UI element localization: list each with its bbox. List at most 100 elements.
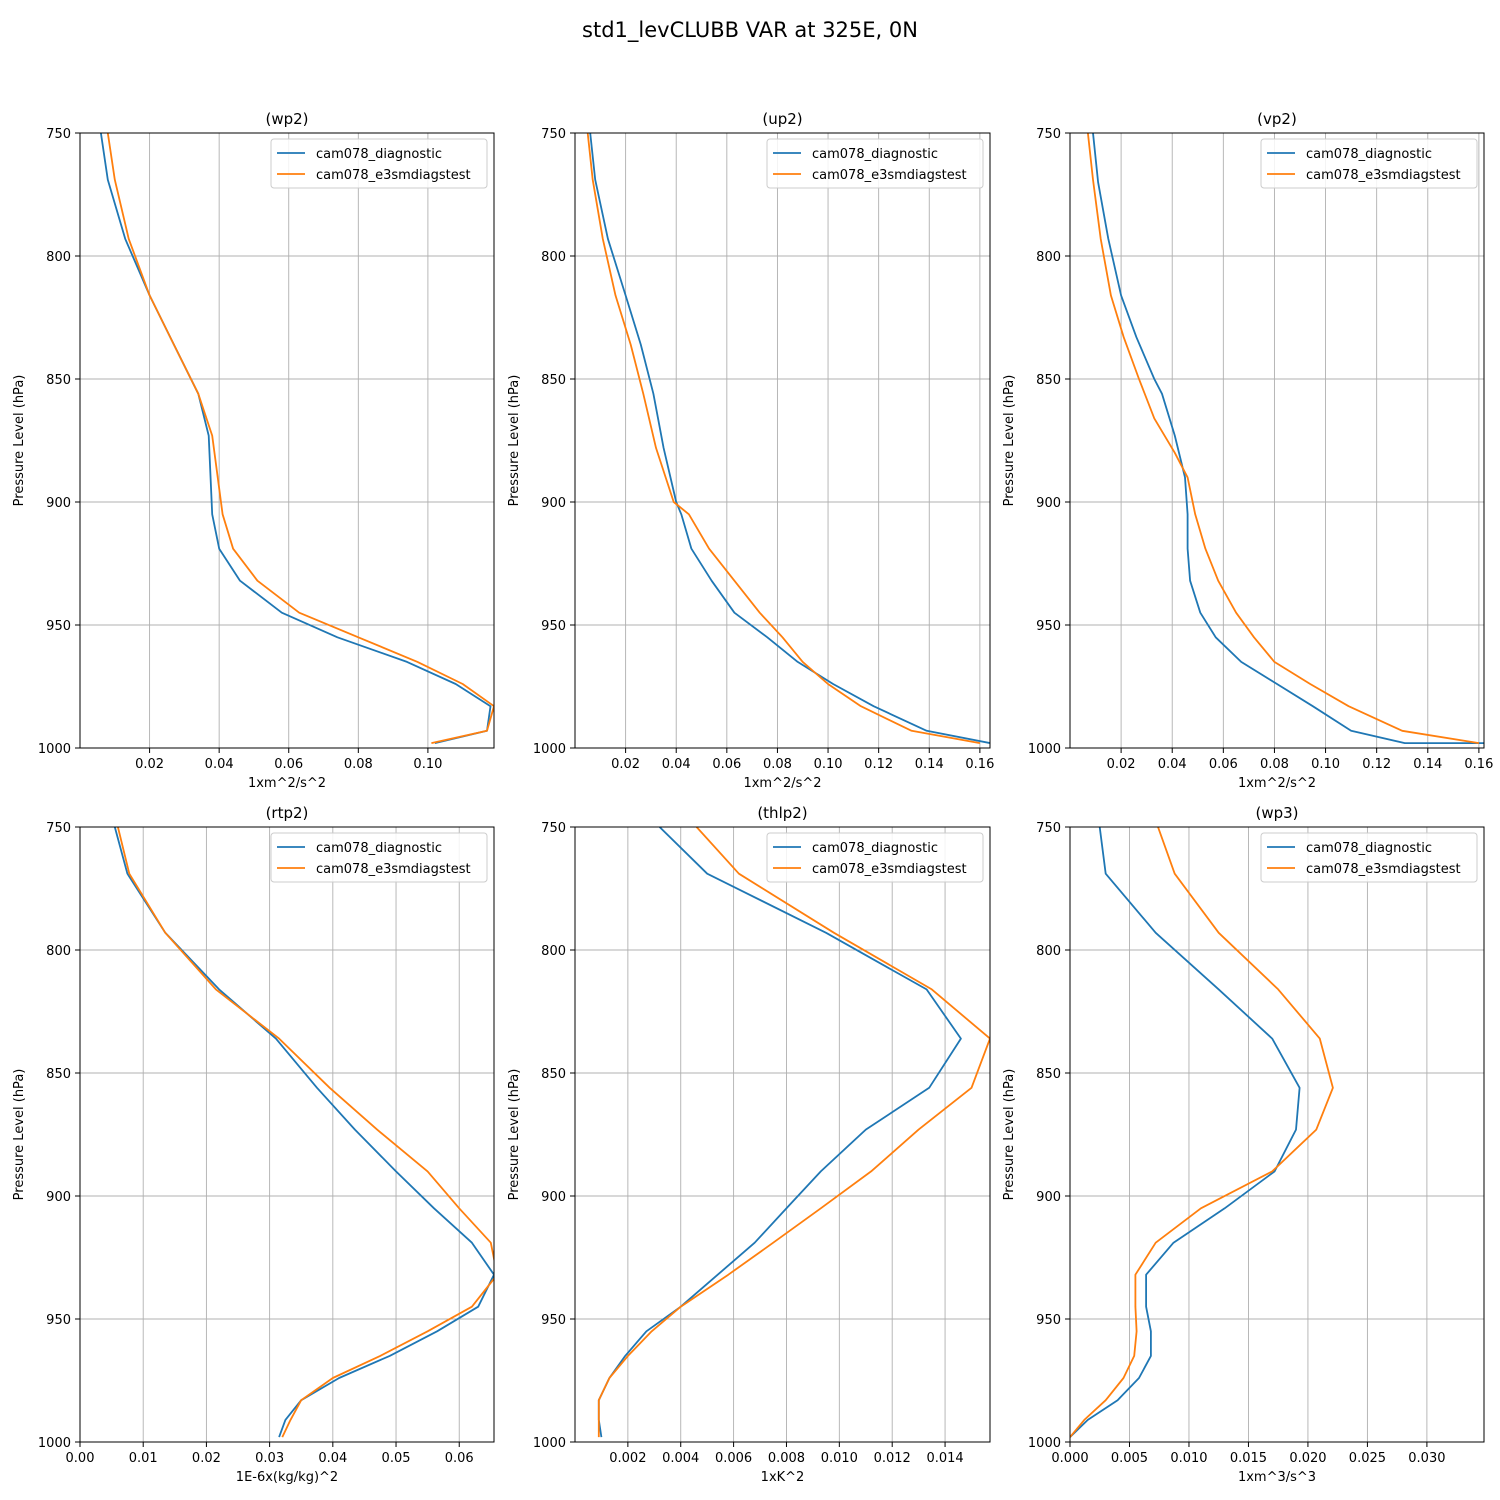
legend-label: cam078_diagnostic <box>812 841 938 856</box>
y-axis-label: Pressure Level (hPa) <box>507 375 522 507</box>
y-tick-label: 750 <box>541 127 566 142</box>
y-tick-label: 1000 <box>1028 742 1061 757</box>
y-tick-label: 1000 <box>533 742 566 757</box>
legend-label: cam078_e3smdiagstest <box>1306 168 1461 183</box>
x-tick-label: 0.005 <box>1111 1451 1148 1466</box>
x-axis-label: 1E-6x(kg/kg)^2 <box>236 1470 338 1485</box>
y-tick-label: 850 <box>1036 1067 1061 1082</box>
legend: cam078_diagnostic cam078_e3smdiagstest <box>270 832 488 883</box>
x-tick-label: 0.02 <box>1107 757 1136 772</box>
subplot-title: (wp3) <box>1255 804 1298 822</box>
x-tick-label: 0.06 <box>445 1451 474 1466</box>
legend-label: cam078_e3smdiagstest <box>1306 862 1461 877</box>
x-tick-label: 0.12 <box>1362 757 1391 772</box>
legend-box <box>270 832 488 883</box>
series-line-cam078_diagnostic <box>113 827 494 1438</box>
legend-label: cam078_diagnostic <box>316 841 442 856</box>
y-tick-label: 800 <box>541 944 566 959</box>
y-tick-label: 900 <box>541 496 566 511</box>
y-tick-label: 900 <box>541 1190 566 1205</box>
y-axis-label: Pressure Level (hPa) <box>507 1069 522 1201</box>
y-tick-label: 850 <box>1036 373 1061 388</box>
x-axis-label: 1xm^2/s^2 <box>248 776 326 791</box>
y-tick-label: 750 <box>541 821 566 836</box>
legend: cam078_diagnostic cam078_e3smdiagstest <box>766 138 984 189</box>
x-tick-label: 0.010 <box>821 1451 858 1466</box>
x-tick-label: 0.12 <box>864 757 893 772</box>
legend: cam078_diagnostic cam078_e3smdiagstest <box>766 832 984 883</box>
x-tick-label: 0.020 <box>1289 1451 1326 1466</box>
y-tick-label: 850 <box>541 373 566 388</box>
y-tick-label: 1000 <box>38 742 71 757</box>
subplot-title: (thlp2) <box>757 804 807 822</box>
x-tick-label: 0.014 <box>926 1451 963 1466</box>
x-tick-label: 0.16 <box>1464 757 1493 772</box>
x-tick-label: 0.015 <box>1230 1451 1267 1466</box>
x-tick-label: 0.008 <box>768 1451 805 1466</box>
legend-box <box>1260 138 1478 189</box>
x-tick-label: 0.010 <box>1170 1451 1207 1466</box>
legend-box <box>766 138 984 189</box>
figure-title: std1_levCLUBB VAR at 325E, 0N <box>582 18 918 43</box>
y-tick-label: 850 <box>46 1067 71 1082</box>
x-tick-label: 0.00 <box>66 1451 95 1466</box>
x-axis-label: 1xm^2/s^2 <box>1238 776 1316 791</box>
x-tick-label: 0.14 <box>1413 757 1442 772</box>
series-line-cam078_diagnostic <box>1092 133 1484 744</box>
x-tick-label: 0.08 <box>1260 757 1289 772</box>
x-tick-label: 0.012 <box>874 1451 911 1466</box>
x-axis-label: 1xm^2/s^2 <box>743 776 821 791</box>
legend: cam078_diagnostic cam078_e3smdiagstest <box>270 138 488 189</box>
plot-frame <box>79 132 495 749</box>
y-tick-label: 950 <box>46 619 71 634</box>
x-tick-label: 0.000 <box>1051 1451 1088 1466</box>
y-tick-label: 900 <box>1036 496 1061 511</box>
y-tick-label: 750 <box>1036 821 1061 836</box>
y-tick-label: 750 <box>46 821 71 836</box>
subplot-wp3: 0.000 0.005 0.010 0.015 0.020 0.025 0.030 750 80… <box>1002 804 1485 1485</box>
x-tick-label: 0.04 <box>662 757 691 772</box>
x-tick-label: 0.08 <box>344 757 373 772</box>
y-tick-label: 750 <box>46 127 71 142</box>
x-axis-label: 1xK^2 <box>761 1470 805 1485</box>
subplot-rtp2: 0.00 0.01 0.02 0.03 0.04 0.05 0.06 750 800 850 900… <box>12 804 495 1485</box>
subplot-title: (wp2) <box>265 110 308 128</box>
legend-box <box>1260 832 1478 883</box>
y-tick-label: 950 <box>541 1313 566 1328</box>
y-axis-label: Pressure Level (hPa) <box>12 375 27 507</box>
x-tick-label: 0.16 <box>965 757 994 772</box>
x-tick-label: 0.006 <box>715 1451 752 1466</box>
plot-frame <box>574 132 991 749</box>
x-tick-label: 0.10 <box>814 757 843 772</box>
y-tick-label: 800 <box>1036 944 1061 959</box>
x-tick-label: 0.004 <box>662 1451 699 1466</box>
legend-label: cam078_e3smdiagstest <box>316 168 471 183</box>
subplot-thlp2: 0.002 0.004 0.006 0.008 0.010 0.012 0.014 750 80… <box>507 804 991 1485</box>
plot-frame <box>574 826 991 1443</box>
legend-label: cam078_e3smdiagstest <box>812 862 967 877</box>
y-tick-label: 800 <box>46 944 71 959</box>
x-tick-label: 0.025 <box>1349 1451 1386 1466</box>
legend-box <box>270 138 488 189</box>
series-line-cam078_diagnostic <box>597 827 962 1438</box>
subplot-title: (up2) <box>762 110 802 128</box>
series-line-cam078_e3smdiagstest <box>117 827 494 1438</box>
series-line-cam078_diagnostic <box>100 133 492 744</box>
x-tick-label: 0.04 <box>1158 757 1187 772</box>
series-line-cam078_e3smdiagstest <box>597 827 990 1438</box>
y-axis-label: Pressure Level (hPa) <box>12 1069 27 1201</box>
y-tick-label: 900 <box>1036 1190 1061 1205</box>
y-tick-label: 850 <box>541 1067 566 1082</box>
y-tick-label: 800 <box>1036 250 1061 265</box>
x-tick-label: 0.10 <box>413 757 442 772</box>
y-tick-label: 950 <box>46 1313 71 1328</box>
legend: cam078_diagnostic cam078_e3smdiagstest <box>1260 832 1478 883</box>
x-tick-label: 0.01 <box>129 1451 158 1466</box>
x-tick-label: 0.05 <box>382 1451 411 1466</box>
x-tick-label: 0.030 <box>1408 1451 1445 1466</box>
subplot-title: (vp2) <box>1257 110 1297 128</box>
subplot-grid: 0.02 0.04 0.06 0.08 0.10 750 800 850 900 950 1000 (… <box>12 110 1493 1485</box>
x-tick-label: 0.06 <box>1209 757 1238 772</box>
subplot-title: (rtp2) <box>266 804 309 822</box>
series-line-cam078_e3smdiagstest <box>1087 133 1480 744</box>
